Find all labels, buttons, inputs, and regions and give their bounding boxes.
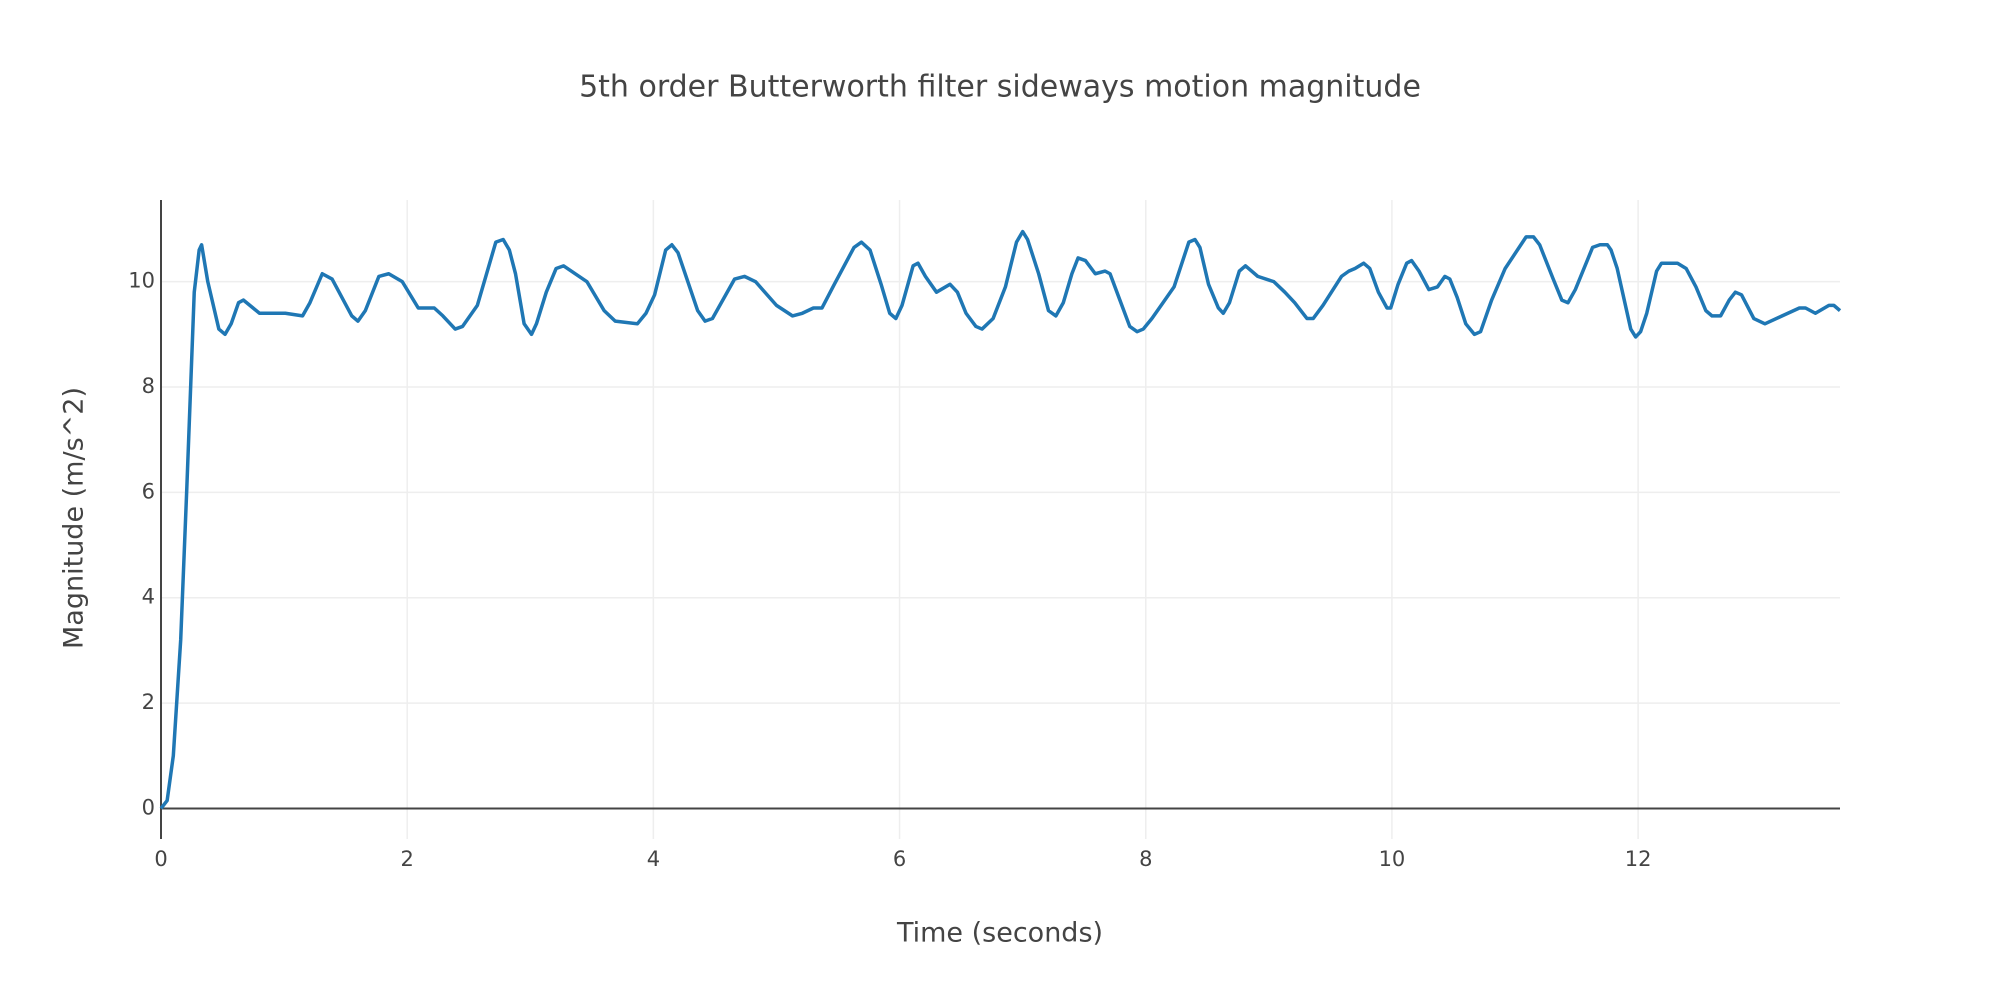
y-tick-label: 4 bbox=[142, 585, 155, 609]
x-tick-label: 4 bbox=[647, 847, 660, 871]
x-tick-label: 12 bbox=[1625, 847, 1652, 871]
x-tick-label: 10 bbox=[1379, 847, 1406, 871]
x-tick-label: 0 bbox=[154, 847, 167, 871]
chart-title: 5th order Butterworth filter sideways mo… bbox=[579, 70, 1421, 105]
y-tick-label: 6 bbox=[142, 479, 155, 503]
y-tick-label: 8 bbox=[142, 374, 155, 398]
y-tick-label: 10 bbox=[128, 269, 155, 293]
x-axis-title: Time (seconds) bbox=[896, 918, 1103, 949]
x-tick-label: 8 bbox=[1139, 847, 1152, 871]
x-tick-label: 6 bbox=[893, 847, 906, 871]
y-tick-label: 0 bbox=[142, 795, 155, 819]
x-tick-label: 2 bbox=[401, 847, 414, 871]
y-axis-title: Magnitude (m/s^2) bbox=[59, 387, 90, 649]
y-tick-label: 2 bbox=[142, 690, 155, 714]
data-line bbox=[159, 229, 1842, 810]
